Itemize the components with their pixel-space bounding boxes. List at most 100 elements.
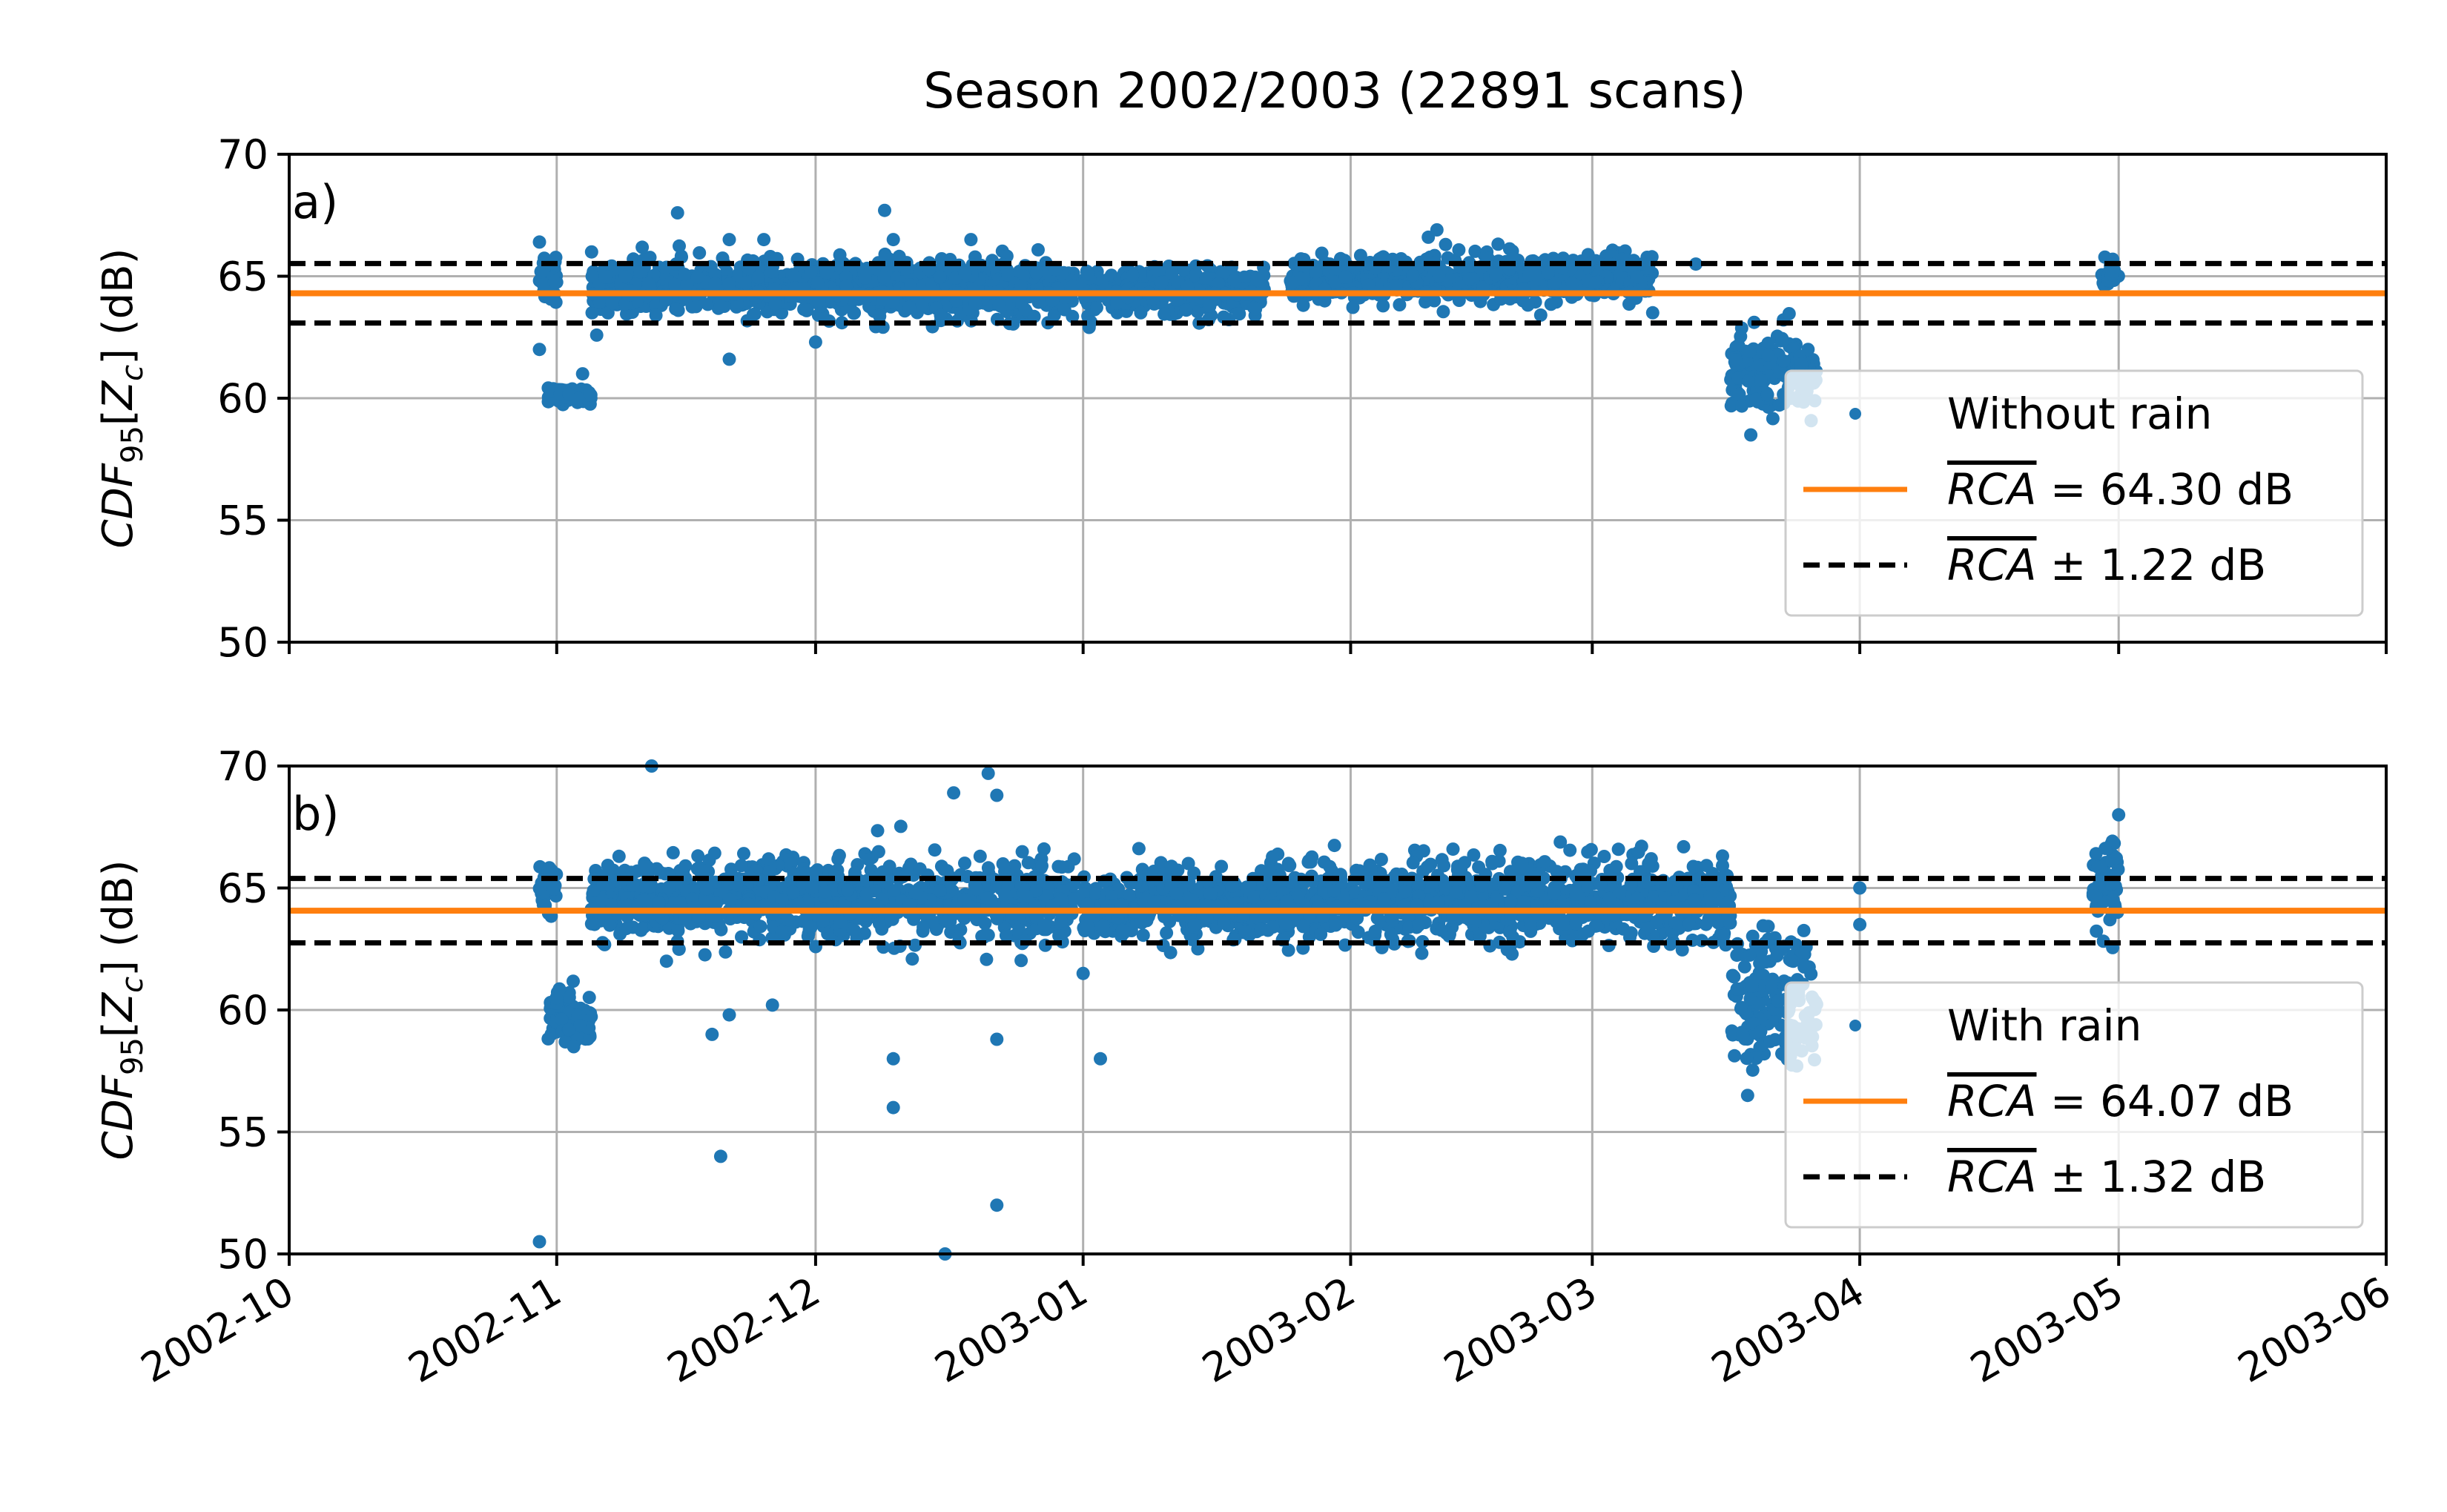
data-point xyxy=(928,843,942,857)
data-point xyxy=(635,879,650,894)
data-point xyxy=(1321,263,1335,277)
data-point-outlier xyxy=(722,352,736,366)
data-point xyxy=(690,270,704,284)
data-point xyxy=(1659,878,1673,892)
data-point xyxy=(1155,276,1169,290)
data-point xyxy=(1630,270,1644,284)
data-point xyxy=(1634,865,1647,879)
data-point xyxy=(1134,306,1148,320)
data-point xyxy=(1716,859,1729,873)
data-point xyxy=(1406,268,1420,283)
data-point xyxy=(549,295,563,309)
data-point xyxy=(549,991,564,1005)
data-point xyxy=(1110,296,1123,310)
data-point xyxy=(879,865,893,879)
data-point xyxy=(990,911,1004,925)
data-point xyxy=(535,277,549,291)
panel-label-a: a) xyxy=(292,175,338,229)
data-point-outlier xyxy=(878,203,891,217)
data-point xyxy=(1374,853,1388,866)
data-point xyxy=(1452,294,1466,307)
data-point xyxy=(1376,299,1390,313)
data-point xyxy=(1650,915,1664,928)
data-point xyxy=(1510,885,1525,899)
data-point xyxy=(1021,856,1035,870)
data-point xyxy=(894,819,908,833)
data-point xyxy=(848,306,862,320)
data-point-outlier xyxy=(670,206,684,219)
data-point-outlier xyxy=(532,343,546,357)
data-point xyxy=(1533,308,1548,322)
data-point xyxy=(1031,242,1045,257)
data-point xyxy=(1390,279,1404,292)
data-point xyxy=(934,308,948,323)
data-point xyxy=(612,849,626,863)
data-point xyxy=(582,991,596,1005)
data-point xyxy=(1393,298,1407,311)
data-point xyxy=(581,1032,595,1046)
data-point xyxy=(839,279,853,293)
data-point xyxy=(1553,835,1568,849)
data-point xyxy=(678,871,693,885)
data-point xyxy=(1749,392,1763,406)
data-point xyxy=(992,298,1006,312)
data-point xyxy=(1412,878,1426,892)
data-point xyxy=(1087,887,1101,901)
data-point xyxy=(668,277,682,291)
y-tick-label: 60 xyxy=(217,375,268,422)
data-point xyxy=(541,1031,555,1046)
data-point xyxy=(707,846,721,860)
legend-a: Without rain RCA = 64.30 dB RCA ± 1.22 d… xyxy=(1784,369,2364,617)
data-point xyxy=(641,860,655,874)
data-point xyxy=(672,942,686,956)
data-point xyxy=(1200,911,1214,925)
data-point xyxy=(841,883,855,897)
data-point xyxy=(603,918,617,932)
data-point xyxy=(1179,303,1193,317)
data-point xyxy=(1565,277,1579,291)
data-point xyxy=(710,897,724,911)
data-point xyxy=(678,911,692,925)
data-point xyxy=(775,925,789,939)
data-point xyxy=(585,306,599,320)
data-point xyxy=(1040,889,1054,903)
data-point xyxy=(1136,928,1150,942)
data-point xyxy=(908,938,922,952)
data-point xyxy=(818,885,832,899)
data-point xyxy=(1478,920,1492,934)
data-point xyxy=(1437,859,1451,873)
data-point xyxy=(1187,918,1201,932)
data-point xyxy=(884,911,898,925)
data-point xyxy=(659,954,673,968)
data-point xyxy=(1186,893,1200,907)
data-point xyxy=(858,271,872,285)
data-point xyxy=(1147,865,1161,878)
data-point xyxy=(713,299,727,313)
data-point xyxy=(661,880,676,894)
data-point xyxy=(782,913,796,927)
data-point xyxy=(1160,926,1174,940)
data-point xyxy=(618,270,633,284)
data-point xyxy=(1668,916,1682,930)
data-point xyxy=(1700,859,1714,873)
data-point xyxy=(812,294,826,308)
data-point xyxy=(1296,298,1310,312)
data-point xyxy=(804,265,818,279)
data-point xyxy=(1278,916,1292,930)
data-point xyxy=(1597,850,1611,863)
data-point xyxy=(747,307,762,321)
data-point xyxy=(1639,921,1654,934)
data-point xyxy=(630,864,644,878)
data-point xyxy=(1029,266,1043,280)
data-point xyxy=(1266,850,1280,864)
data-point xyxy=(862,852,876,866)
data-point xyxy=(1158,307,1172,321)
data-point xyxy=(1309,265,1323,279)
data-point xyxy=(1047,308,1061,322)
data-point xyxy=(1266,920,1280,934)
data-point xyxy=(598,270,612,284)
data-point xyxy=(1462,911,1476,925)
data-point xyxy=(1754,373,1768,387)
data-point xyxy=(738,276,752,290)
